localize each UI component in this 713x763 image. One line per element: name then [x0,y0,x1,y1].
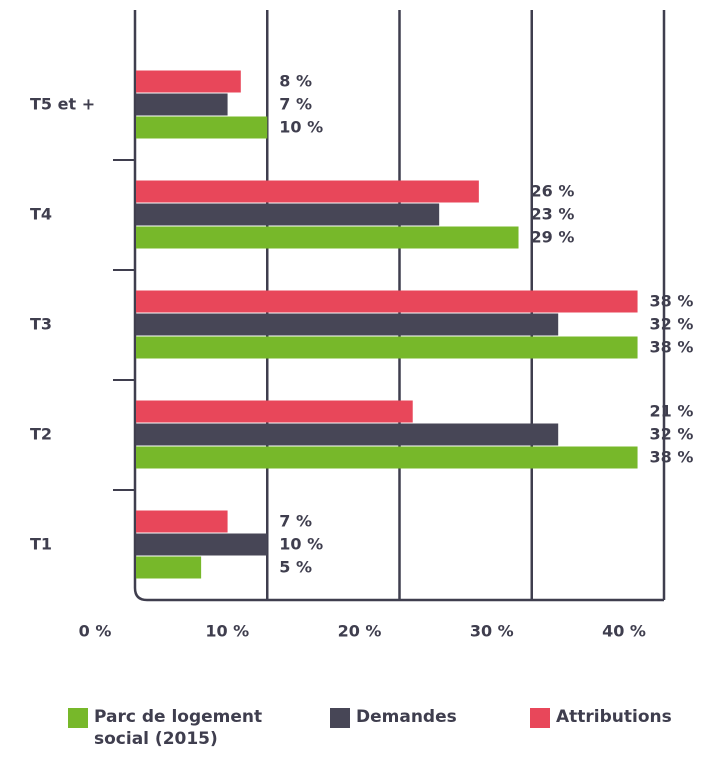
data-label: 21 % [650,402,694,421]
data-label: 10 % [279,535,323,554]
legend-swatch [68,708,88,728]
data-label: 32 % [650,425,694,444]
bar [136,423,559,446]
bar [136,93,228,116]
bar [136,116,268,139]
data-label: 38 % [650,338,694,357]
x-tick-label: 0 % [79,622,112,641]
legend-label: Parc de logement social (2015) [94,707,263,749]
data-label: 5 % [279,558,312,577]
data-label: 7 % [279,512,312,531]
y-tick-label: T2 [30,425,52,444]
legend-item: Attributions [530,706,710,728]
data-label: 38 % [650,292,694,311]
legend-swatch [330,708,350,728]
bar [136,290,638,313]
data-label: 38 % [650,448,694,467]
chart: 0 % 10 % 20 % 30 % 40 % T5 et + 10 % 7 % 8 % T4 29… [30,10,694,641]
bar [136,510,228,533]
y-tick-label: T4 [30,205,52,224]
legend-item: Demandes [330,706,490,728]
bar [136,533,268,556]
data-label: 29 % [531,228,575,247]
x-tick-label: 20 % [338,622,382,641]
data-label: 10 % [279,118,323,137]
data-label: 8 % [279,72,312,91]
legend-label: Attributions [556,707,672,727]
bar [136,180,479,203]
legend: Parc de logement social (2015) Demandes At… [0,706,713,756]
x-tick-label: 30 % [470,622,514,641]
bar [136,446,638,469]
y-tick-label: T1 [30,535,52,554]
bar [136,556,202,579]
axis-line [133,10,664,602]
bar [136,336,638,359]
bar [136,226,519,249]
legend-item: Parc de logement social (2015) [68,706,268,750]
x-tick-label: 10 % [205,622,249,641]
legend-label: Demandes [356,707,457,727]
legend-swatch [530,708,550,728]
data-label: 32 % [650,315,694,334]
x-tick-label: 40 % [602,622,646,641]
bar [136,203,440,226]
y-tick-label: T5 et + [30,95,95,114]
y-tick-label: T3 [30,315,52,334]
data-label: 26 % [531,182,575,201]
data-label: 23 % [531,205,575,224]
bar [136,70,241,93]
data-label: 7 % [279,95,312,114]
bar [136,400,413,423]
bar [136,313,559,336]
